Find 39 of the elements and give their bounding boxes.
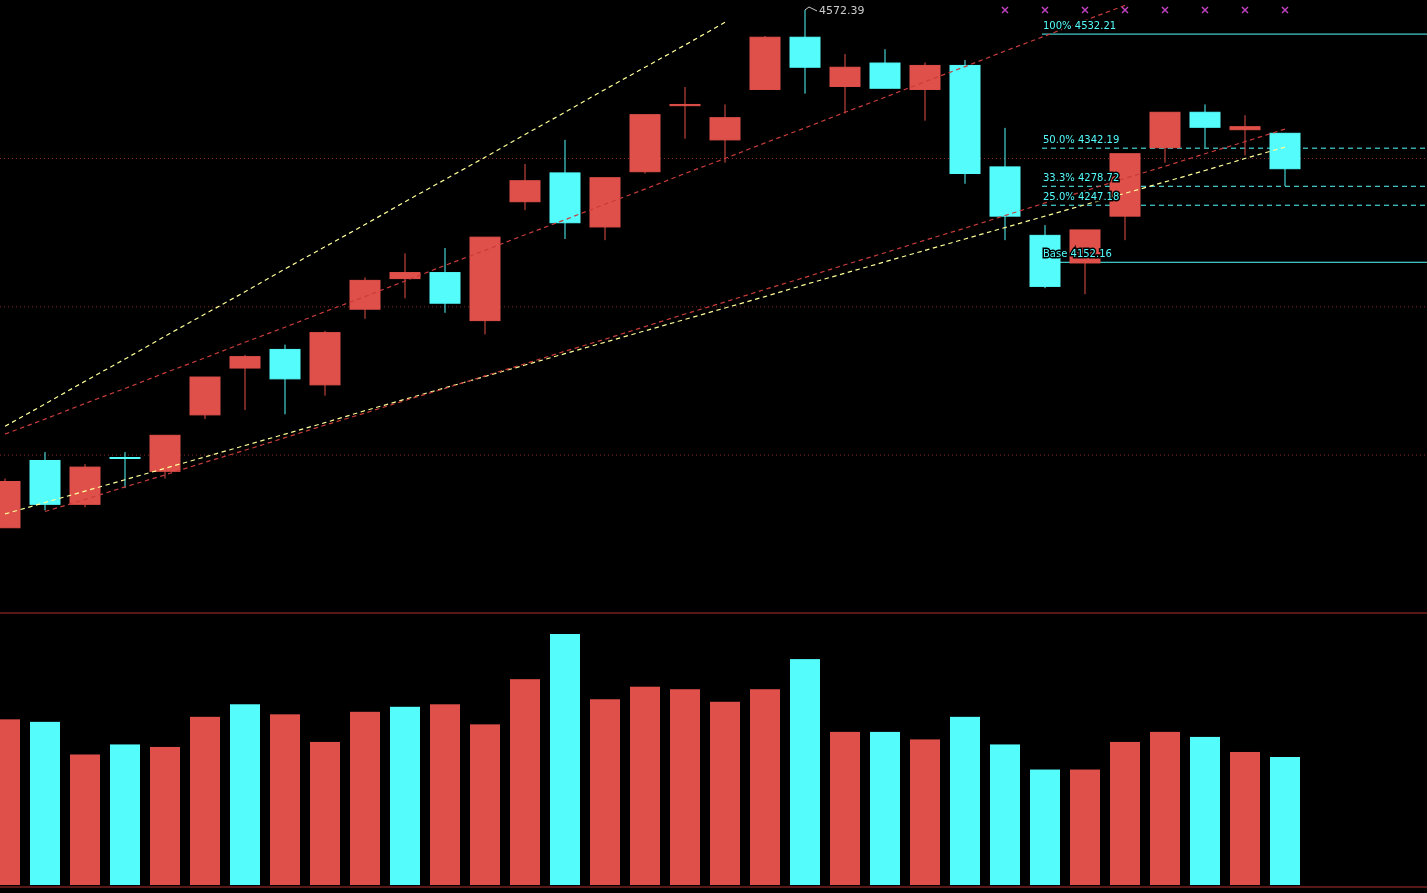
bar (510, 679, 540, 885)
bar (950, 716, 980, 885)
bar (1230, 751, 1260, 885)
bar (1150, 731, 1180, 885)
bar (750, 689, 780, 885)
bar (870, 731, 900, 885)
bar (70, 754, 100, 885)
ref-line-label: 100% 4532.21 (1043, 20, 1117, 32)
ref-line-label: 50.0% 4342.19 (1043, 134, 1120, 146)
bar (910, 739, 940, 885)
bar (190, 716, 220, 885)
bar (230, 704, 260, 885)
bar (310, 741, 340, 885)
bar (590, 699, 620, 885)
bar (430, 704, 460, 885)
bar (550, 634, 580, 885)
bar (1030, 769, 1060, 885)
bar (110, 744, 140, 885)
candlestick (669, 86, 701, 140)
annotation: 4572.39 (819, 3, 865, 17)
candlestick (389, 252, 421, 299)
bar (350, 711, 380, 885)
bar (270, 714, 300, 885)
bar (830, 731, 860, 885)
bar (1270, 756, 1300, 885)
bar (390, 706, 420, 885)
bar (1070, 769, 1100, 885)
bar (990, 744, 1020, 885)
bar (670, 689, 700, 885)
bar (150, 746, 180, 885)
bar (470, 724, 500, 885)
bar (630, 686, 660, 885)
candlestick (109, 451, 141, 489)
bar (710, 701, 740, 885)
bar (30, 721, 60, 885)
bar (790, 659, 820, 885)
candlestick (1229, 114, 1261, 156)
bar (1110, 741, 1140, 885)
bar (1190, 736, 1220, 885)
